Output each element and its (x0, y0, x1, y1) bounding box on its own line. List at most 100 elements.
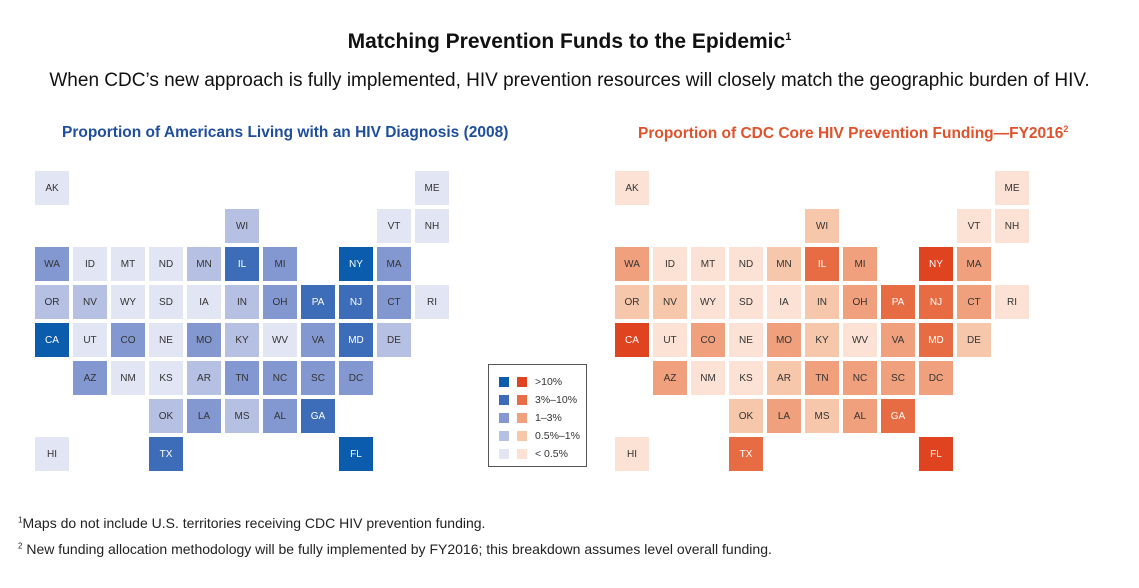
funding-state-ks: KS (728, 360, 764, 396)
funding-state-ar: AR (766, 360, 802, 396)
hiv-state-wi: WI (224, 208, 260, 244)
legend-swatch-orange (517, 431, 527, 441)
funding-state-tx: TX (728, 436, 764, 472)
hiv-state-me: ME (414, 170, 450, 206)
hiv-state-la: LA (186, 398, 222, 434)
hiv-state-ms: MS (224, 398, 260, 434)
funding-state-wi: WI (804, 208, 840, 244)
funding-state-sc: SC (880, 360, 916, 396)
hiv-state-ny: NY (338, 246, 374, 282)
hiv-state-ga: GA (300, 398, 336, 434)
funding-state-ia: IA (766, 284, 802, 320)
hiv-state-oh: OH (262, 284, 298, 320)
hiv-state-ak: AK (34, 170, 70, 206)
funding-state-ma: MA (956, 246, 992, 282)
funding-state-az: AZ (652, 360, 688, 396)
funding-state-sd: SD (728, 284, 764, 320)
funding-state-hi: HI (614, 436, 650, 472)
legend-label: 0.5%–1% (535, 430, 580, 442)
legend-swatch-blue (499, 395, 509, 405)
hiv-state-dc: DC (338, 360, 374, 396)
hiv-state-ok: OK (148, 398, 184, 434)
funding-state-ga: GA (880, 398, 916, 434)
funding-state-in: IN (804, 284, 840, 320)
hiv-state-nm: NM (110, 360, 146, 396)
funding-state-ne: NE (728, 322, 764, 358)
funding-state-ky: KY (804, 322, 840, 358)
hiv-state-de: DE (376, 322, 412, 358)
funding-state-mt: MT (690, 246, 726, 282)
page-title: Matching Prevention Funds to the Epidemi… (347, 30, 792, 53)
hiv-state-wv: WV (262, 322, 298, 358)
hiv-state-ne: NE (148, 322, 184, 358)
legend-swatch-blue (499, 449, 509, 459)
hiv-state-hi: HI (34, 436, 70, 472)
hiv-state-ma: MA (376, 246, 412, 282)
legend-label: 3%–10% (535, 394, 578, 406)
funding-state-ms: MS (804, 398, 840, 434)
legend-swatch-orange (517, 377, 527, 387)
legend-swatch-orange (517, 449, 527, 459)
funding-state-ny: NY (918, 246, 954, 282)
footnote-2: 2 New funding allocation methodology wil… (18, 541, 772, 557)
funding-state-nd: ND (728, 246, 764, 282)
funding-state-ca: CA (614, 322, 650, 358)
funding-state-ri: RI (994, 284, 1030, 320)
hiv-state-wy: WY (110, 284, 146, 320)
hiv-state-mn: MN (186, 246, 222, 282)
hiv-state-in: IN (224, 284, 260, 320)
hiv-state-ar: AR (186, 360, 222, 396)
funding-state-nj: NJ (918, 284, 954, 320)
hiv-state-nh: NH (414, 208, 450, 244)
hiv-state-co: CO (110, 322, 146, 358)
funding-state-mn: MN (766, 246, 802, 282)
hiv-state-nj: NJ (338, 284, 374, 320)
hiv-state-al: AL (262, 398, 298, 434)
page-subtitle: When CDC’s new approach is fully impleme… (49, 70, 1090, 91)
hiv-state-ia: IA (186, 284, 222, 320)
funding-state-nm: NM (690, 360, 726, 396)
funding-state-va: VA (880, 322, 916, 358)
hiv-state-sc: SC (300, 360, 336, 396)
legend-item: < 0.5% (499, 445, 586, 463)
funding-state-nh: NH (994, 208, 1030, 244)
hiv-state-ri: RI (414, 284, 450, 320)
funding-map-title: Proportion of CDC Core HIV Prevention Fu… (638, 124, 1069, 143)
legend-item: 0.5%–1% (499, 427, 586, 445)
funding-state-mi: MI (842, 246, 878, 282)
legend-swatch-blue (499, 431, 509, 441)
hiv-state-ca: CA (34, 322, 70, 358)
funding-state-vt: VT (956, 208, 992, 244)
funding-state-al: AL (842, 398, 878, 434)
funding-state-nv: NV (652, 284, 688, 320)
legend-item: 3%–10% (499, 391, 586, 409)
hiv-state-or: OR (34, 284, 70, 320)
funding-state-or: OR (614, 284, 650, 320)
funding-state-mo: MO (766, 322, 802, 358)
hiv-state-nc: NC (262, 360, 298, 396)
hiv-state-id: ID (72, 246, 108, 282)
funding-state-id: ID (652, 246, 688, 282)
legend-swatch-orange (517, 413, 527, 423)
hiv-state-fl: FL (338, 436, 374, 472)
hiv-state-il: IL (224, 246, 260, 282)
hiv-state-md: MD (338, 322, 374, 358)
hiv-state-wa: WA (34, 246, 70, 282)
legend-item: >10% (499, 373, 586, 391)
hiv-diagnosis-map: AK ME WI VT NH WA ID MT ND MN IL MI NY MA OR NV WY SD IA IN… (14, 160, 484, 500)
legend-swatch-blue (499, 377, 509, 387)
funding-state-ak: AK (614, 170, 650, 206)
hiv-state-ks: KS (148, 360, 184, 396)
funding-state-md: MD (918, 322, 954, 358)
funding-state-nc: NC (842, 360, 878, 396)
legend: >10% 3%–10% 1–3% 0.5%–1% < 0.5% (488, 364, 587, 467)
funding-state-pa: PA (880, 284, 916, 320)
hiv-state-va: VA (300, 322, 336, 358)
funding-state-wa: WA (614, 246, 650, 282)
legend-swatch-blue (499, 413, 509, 423)
funding-state-oh: OH (842, 284, 878, 320)
hiv-state-tn: TN (224, 360, 260, 396)
legend-label: 1–3% (535, 412, 562, 424)
legend-swatch-orange (517, 395, 527, 405)
hiv-state-sd: SD (148, 284, 184, 320)
